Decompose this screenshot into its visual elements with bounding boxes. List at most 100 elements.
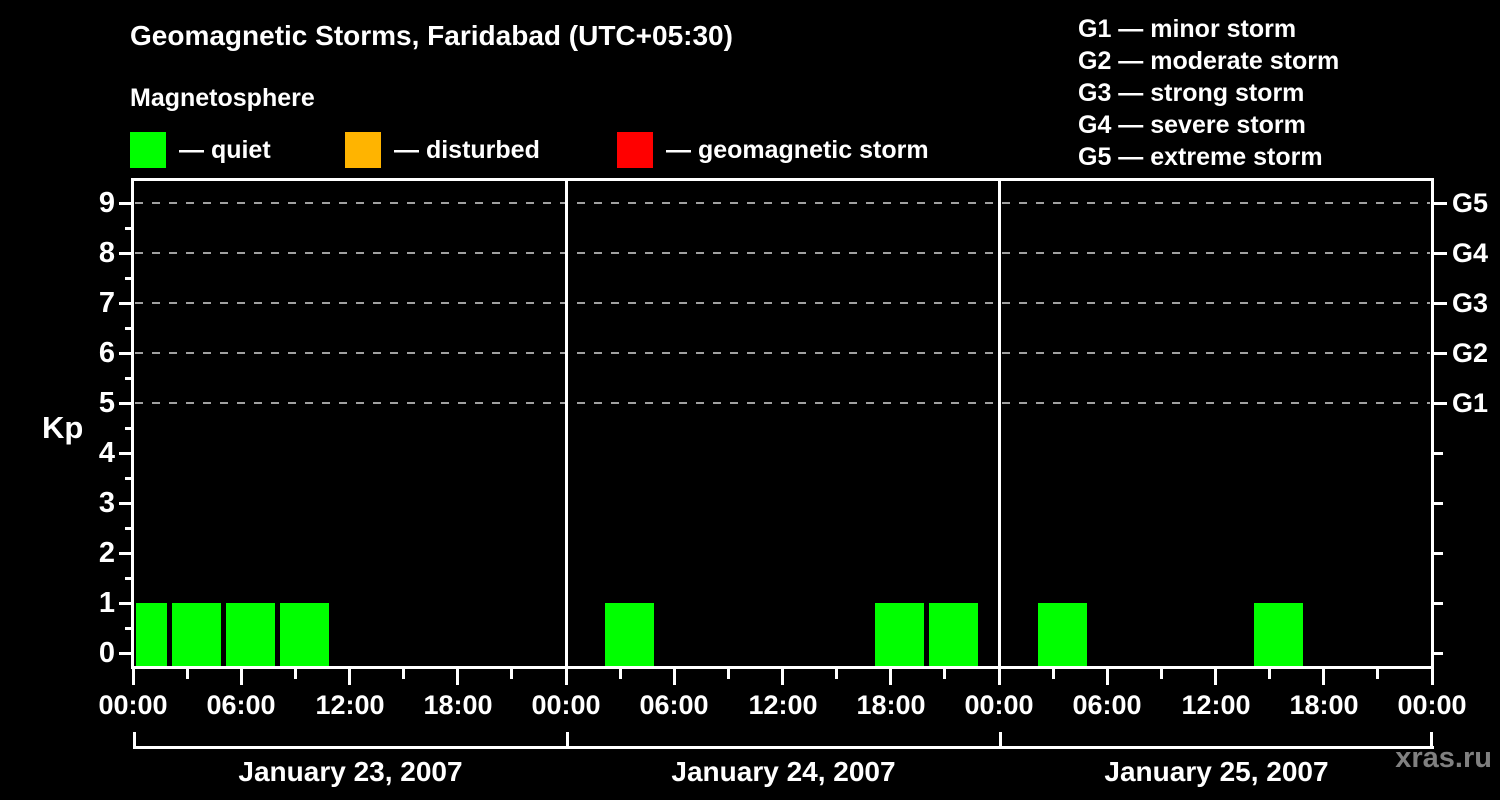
y-minor-tick [125,577,131,580]
storm-swatch [617,132,653,168]
x-minor-tick [186,669,189,679]
disturbed-label: — disturbed [394,135,540,164]
x-minor-tick [1052,669,1055,679]
kp-bar [1254,603,1303,666]
time-label: 00:00 [531,690,601,720]
y-major-tick [119,302,131,305]
x-major-tick [1214,669,1217,685]
y-minor-tick [125,627,131,630]
y-minor-tick [125,427,131,430]
x-major-tick [240,669,243,685]
kp-bar [1038,603,1087,666]
grid-line-kp5 [135,402,1430,404]
y-minor-tick [125,527,131,530]
kp-bar [605,603,654,666]
y-tick-label: 7 [98,287,115,319]
date-label: January 24, 2007 [671,756,896,787]
storm-label: — geomagnetic storm [666,135,929,164]
time-label: 00:00 [1397,690,1467,720]
x-major-tick [565,669,568,685]
kp-bar [136,603,167,666]
y-axis-title: Kp [42,410,84,445]
y-right-tick [1434,452,1443,455]
grid-line-kp6 [135,352,1430,354]
time-label: 18:00 [1289,690,1359,720]
y-tick-label: 9 [98,187,115,219]
time-label: 00:00 [964,690,1034,720]
quiet-label: — quiet [179,135,271,164]
g-axis-tick [1434,402,1447,405]
x-minor-tick [619,669,622,679]
time-label: 12:00 [315,690,385,720]
y-tick-label: 6 [98,337,115,369]
time-label: 06:00 [206,690,276,720]
storm-scale-item-2: G2 — moderate storm [1078,47,1340,75]
y-tick-label: 1 [98,587,115,619]
date-bracket-tick [1430,732,1433,749]
grid-line-kp9 [135,202,1430,204]
plot-frame-bottom [131,666,1434,669]
date-bracket-tick [566,732,569,749]
day-divider [998,178,1001,668]
x-minor-tick [510,669,513,679]
x-minor-tick [402,669,405,679]
y-right-tick [1434,602,1443,605]
page-title: Geomagnetic Storms, Faridabad (UTC+05:30… [130,20,733,51]
date-bracket-tick [133,732,136,749]
x-minor-tick [943,669,946,679]
x-minor-tick [1160,669,1163,679]
x-minor-tick [1268,669,1271,679]
x-major-tick [998,669,1001,685]
kp-bar [875,603,924,666]
g-axis-label-g4: G4 [1452,238,1489,268]
time-label: 18:00 [856,690,926,720]
kp-bar [226,603,275,666]
y-minor-tick [125,477,131,480]
y-major-tick [119,202,131,205]
y-major-tick [119,652,131,655]
date-label: January 25, 2007 [1104,756,1329,787]
time-label: 18:00 [423,690,493,720]
x-major-tick [132,669,135,685]
storm-scale-item-3: G3 — strong storm [1078,79,1305,107]
y-major-tick [119,402,131,405]
plot-frame-right [1431,178,1434,669]
day-divider [565,178,568,668]
y-minor-tick [125,327,131,330]
y-major-tick [119,352,131,355]
storm-scale-item-4: G4 — severe storm [1078,111,1306,139]
y-right-tick [1434,652,1443,655]
g-axis-tick [1434,302,1447,305]
y-tick-label: 0 [98,637,115,669]
kp-bar [172,603,221,666]
grid-line-kp7 [135,302,1430,304]
y-right-tick [1434,502,1443,505]
x-major-tick [1322,669,1325,685]
g-axis-label-g1: G1 [1452,388,1489,418]
x-minor-tick [727,669,730,679]
grid-line-kp8 [135,252,1430,254]
disturbed-swatch [345,132,381,168]
x-minor-tick [1376,669,1379,679]
x-major-tick [456,669,459,685]
date-bracket-tick [999,732,1002,749]
g-axis-tick [1434,202,1447,205]
y-tick-label: 3 [98,487,115,519]
legend-item-storm: — geomagnetic storm [617,132,929,168]
x-major-tick [889,669,892,685]
g-axis-label-g3: G3 [1452,288,1489,318]
kp-bar [929,603,978,666]
kp-bar [280,603,329,666]
y-major-tick [119,452,131,455]
x-major-tick [1431,669,1434,685]
storm-scale-legend: G1 — minor storm G2 — moderate storm G3 — … [1078,13,1339,173]
legend-item-quiet: — quiet [130,132,271,168]
y-right-tick [1434,552,1443,555]
x-major-tick [781,669,784,685]
time-label: 00:00 [98,690,168,720]
x-major-tick [673,669,676,685]
g-axis-tick [1434,352,1447,355]
chart-subtitle: Magnetosphere [130,84,315,112]
y-minor-tick [125,227,131,230]
